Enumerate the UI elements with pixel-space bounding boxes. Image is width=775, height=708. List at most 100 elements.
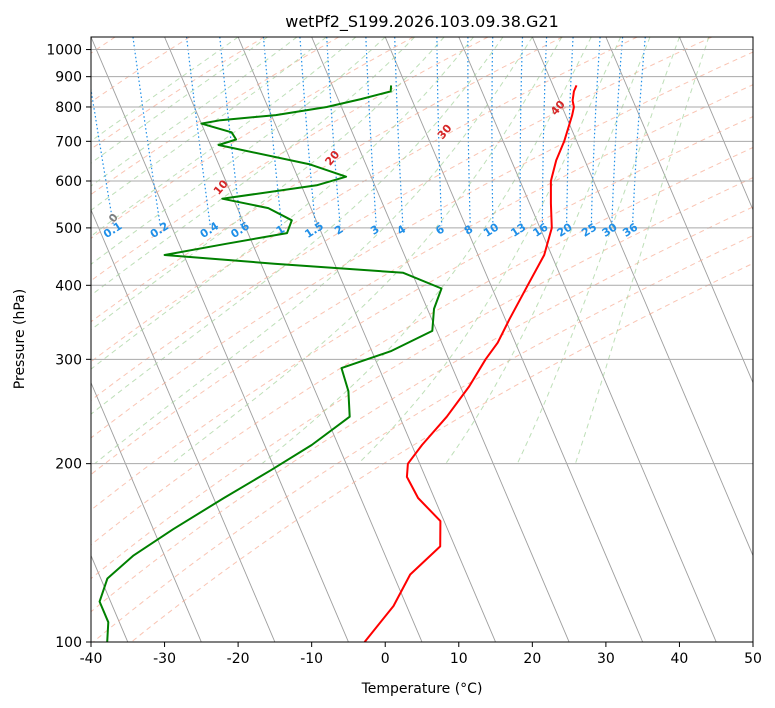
- dry-adiabat-line: [91, 37, 414, 239]
- dry-adiabat-line: [91, 37, 190, 103]
- mixing-ratio-label: 4: [395, 222, 409, 237]
- moist-adiabat-line: [91, 37, 239, 142]
- isotherm-line: [384, 37, 644, 642]
- moist-adiabat-line: [91, 37, 327, 211]
- y-tick-label: 1000: [46, 43, 82, 59]
- mixing-ratio-line: [590, 37, 601, 226]
- mixing-ratio-label: 1.5: [302, 219, 325, 241]
- moist-adiabat-line: [91, 37, 386, 265]
- temperature-profile-line: [363, 85, 578, 642]
- isotherm-line: [91, 37, 349, 642]
- x-tick-label: 20: [523, 651, 541, 667]
- mixing-ratio-line: [632, 37, 646, 226]
- mixing-ratio-label: 36: [620, 220, 640, 239]
- moist-adiabat-line: [94, 37, 533, 465]
- dry-adiabat-line: [91, 177, 753, 580]
- mixing-ratio-line: [519, 37, 524, 226]
- chart-title: wetPf2_S199.2026.103.09.38.G21: [285, 12, 559, 32]
- mixing-ratio-label: 6: [433, 222, 447, 237]
- mixing-ratio-line: [541, 37, 548, 226]
- x-tick-label: 0: [381, 651, 390, 667]
- y-tick-label: 100: [55, 635, 82, 651]
- x-tick-label: -20: [227, 651, 250, 667]
- dry-adiabat-line: [91, 51, 753, 439]
- mixing-ratio-line: [299, 37, 316, 226]
- y-tick-label: 500: [55, 221, 82, 237]
- mixing-ratio-line: [566, 37, 574, 226]
- x-tick-label: -10: [300, 651, 323, 667]
- y-axis-label: Pressure (hPa): [12, 289, 28, 389]
- dry-adiabat-label: -10: [0, 244, 15, 268]
- plot-frame: [90, 36, 754, 643]
- mixing-ratio-label: 8: [462, 223, 476, 238]
- moist-adiabat-line: [91, 37, 474, 370]
- y-tick-label: 300: [55, 352, 82, 368]
- moist-adiabat-line: [91, 37, 268, 164]
- mixing-ratio-line: [132, 37, 161, 226]
- x-tick-label: 50: [744, 651, 762, 667]
- moist-adiabat-line: [91, 37, 445, 331]
- y-tick-label: 600: [55, 174, 82, 190]
- moist-adiabat-line: [574, 37, 710, 464]
- dry-adiabat-line: [91, 84, 753, 476]
- dry-adiabat-line: [91, 37, 265, 150]
- isotherm-line: [679, 37, 753, 212]
- dry-adiabat-line: [91, 37, 563, 323]
- mixing-ratio-label: 3: [368, 223, 382, 238]
- moist-adiabat-line: [516, 37, 680, 464]
- x-tick-label: 40: [671, 651, 689, 667]
- moist-adiabat-line: [91, 37, 298, 187]
- dry-adiabat-line: [92, 235, 753, 642]
- x-axis-label: Temperature (°C): [361, 681, 483, 697]
- moist-adiabat-line: [91, 37, 504, 415]
- dry-adiabat-line: [91, 146, 753, 546]
- mixing-ratio-label: 0.4: [198, 219, 222, 241]
- mixing-ratio-line: [394, 37, 404, 226]
- x-tick-label: 10: [450, 651, 468, 667]
- isotherm-line: [164, 37, 423, 642]
- y-tick-label: 700: [55, 134, 82, 150]
- mixing-ratio-label: 0.6: [228, 219, 252, 241]
- dry-adiabat-line: [131, 262, 753, 642]
- isotherm-line: [605, 37, 753, 384]
- y-tick-label: 900: [55, 70, 82, 86]
- y-tick-label: 400: [55, 278, 82, 294]
- isotherm-line: [752, 37, 753, 39]
- mixing-ratio-label: 10: [481, 220, 501, 239]
- moist-adiabat-line: [357, 37, 622, 465]
- dry-adiabat-line: [91, 37, 638, 363]
- x-tick-label: 30: [597, 651, 615, 667]
- dry-adiabat-line: [91, 37, 713, 401]
- mixing-ratio-line: [365, 37, 377, 226]
- isotherm-line: [458, 37, 717, 642]
- mixing-ratio-label: 30: [600, 220, 620, 239]
- profile-series: [98, 85, 578, 642]
- dry-adiabat-line: [91, 206, 753, 613]
- moist-adiabat-line: [445, 37, 651, 464]
- dry-adiabat-line: [91, 37, 340, 196]
- mixing-ratio-line: [326, 37, 341, 226]
- moist-adiabat-line: [171, 37, 563, 465]
- isotherm-line: [91, 381, 202, 642]
- dry-adiabat-label: 20: [323, 148, 343, 168]
- y-tick-label: 200: [55, 457, 82, 473]
- mixing-ratio-line: [611, 37, 624, 226]
- moist-adiabat-line: [261, 37, 592, 465]
- dry-adiabat-label: 30: [435, 122, 455, 142]
- mixing-ratio-line: [467, 37, 471, 226]
- dewpoint-profile-line: [98, 85, 443, 642]
- background-reference-lines: [91, 37, 753, 642]
- y-axis: 100 200 300 400 500 600 700 800 900 1000: [46, 43, 91, 651]
- x-tick-label: -30: [153, 651, 176, 667]
- mixing-ratio-line: [436, 37, 443, 226]
- x-tick-label: -40: [80, 651, 103, 667]
- isotherm-line: [237, 37, 496, 642]
- x-axis: -40 -30 -20 -10 0 10 20 30 40 50: [80, 642, 762, 667]
- mixing-ratio-line: [491, 37, 494, 226]
- y-tick-label: 800: [55, 100, 82, 116]
- dry-adiabat-line: [91, 116, 753, 511]
- moist-adiabat-line: [91, 37, 357, 237]
- mixing-ratio-label: 16: [531, 220, 551, 239]
- isotherm-line: [91, 208, 276, 642]
